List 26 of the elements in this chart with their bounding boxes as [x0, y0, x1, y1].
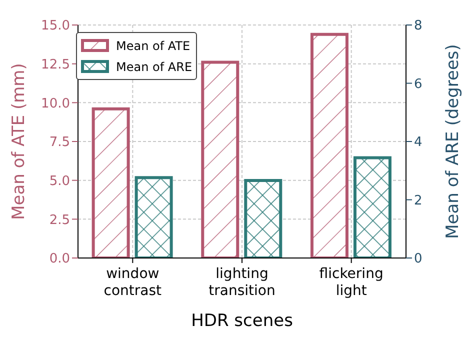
x-tick-label: lighting transition	[208, 266, 276, 299]
bar	[244, 179, 282, 258]
x-tick-label: window contrast	[104, 266, 162, 299]
y-tick-label: 15.0	[41, 18, 70, 34]
legend-label: Mean of ARE	[116, 60, 192, 74]
legend-label: Mean of ATE	[116, 38, 190, 52]
bar	[92, 107, 130, 258]
y2-tick-label: 4	[414, 135, 422, 150]
y2-tick-label: 2	[414, 193, 422, 208]
bar	[201, 60, 240, 258]
y2-axis-title: Mean of ARE (degrees)	[443, 44, 464, 239]
bar	[310, 32, 348, 258]
y-tick-label: 2.5	[49, 212, 70, 228]
y-tick-label: 7.5	[49, 135, 70, 150]
bar	[353, 156, 392, 258]
x-tick-label: flickering light	[319, 266, 384, 299]
y2-tick-label: 0	[414, 252, 422, 267]
y-tick-label: 10.0	[41, 96, 70, 112]
bar	[134, 176, 173, 258]
y-axis-title: Mean of ATE (mm)	[9, 63, 30, 220]
x-axis-title: HDR scenes	[191, 311, 294, 331]
y2-tick-label: 8	[414, 18, 422, 34]
y-tick-label: 5.0	[49, 174, 70, 189]
y-tick-label: 12.5	[41, 57, 70, 72]
y2-tick-label: 6	[414, 76, 422, 92]
y-tick-label: 0.0	[49, 252, 70, 267]
